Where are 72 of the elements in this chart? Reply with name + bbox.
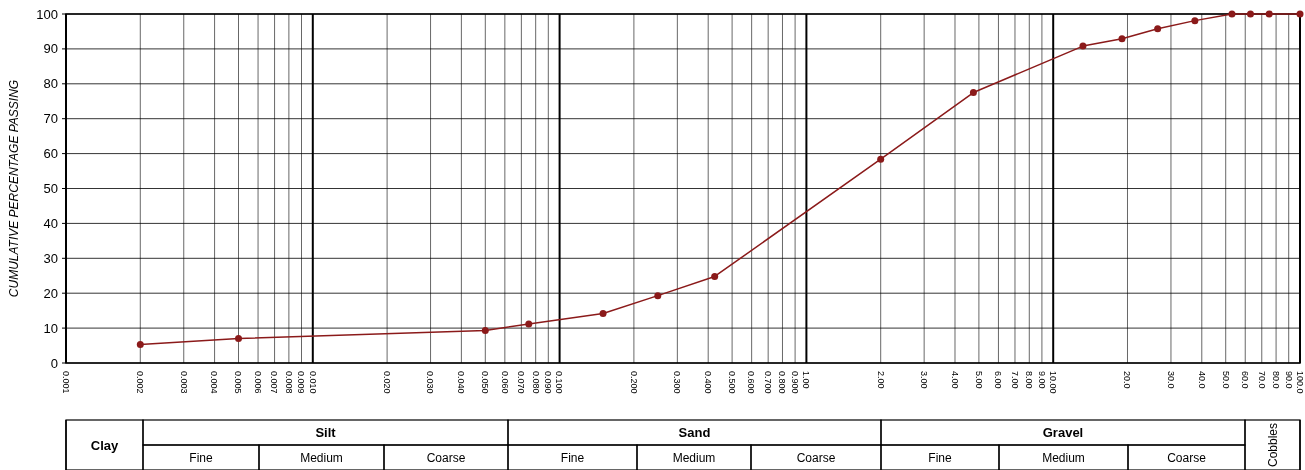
x-tick-label: 0.070 (516, 371, 527, 394)
text: Clay (90, 437, 119, 453)
y-tick-label: 30 (43, 250, 58, 266)
x-tick-label: 0.004 (209, 371, 220, 394)
x-tick-label: 8.00 (1024, 371, 1035, 389)
x-tick-label: 40.0 (1196, 371, 1207, 389)
x-tick-label: 0.003 (178, 371, 189, 394)
x-tick-label: 0.010 (307, 371, 318, 394)
x-tick-label: 0.700 (763, 371, 774, 394)
x-tick-label: 0.007 (269, 371, 280, 394)
x-tick-label: 0.500 (726, 371, 737, 394)
x-tick-label: 80.0 (1270, 371, 1281, 389)
x-tick-label: 0.050 (480, 371, 491, 394)
x-tick-label: 0.900 (789, 371, 800, 394)
y-tick-label: 10 (43, 320, 58, 336)
x-tick-label: 20.0 (1122, 371, 1133, 389)
text: Medium (300, 450, 343, 465)
y-tick-label: 60 (43, 146, 58, 162)
x-tick-label: 0.040 (456, 371, 467, 394)
x-tick-label: 2.00 (875, 371, 886, 389)
x-tick-label: 0.020 (381, 371, 392, 394)
y-tick-label: 70 (43, 111, 58, 127)
x-tick-label: 60.0 (1240, 371, 1251, 389)
text: Coarse (1167, 450, 1207, 465)
x-tick-label: 0.005 (233, 371, 244, 394)
x-tick-label: 5.00 (973, 371, 984, 389)
x-tick-label: 0.008 (283, 371, 294, 394)
x-tick-label: 0.090 (543, 371, 554, 394)
text: Sand (678, 425, 711, 441)
x-tick-label: 7.00 (1009, 371, 1020, 389)
x-tick-label: 0.100 (554, 371, 565, 394)
x-tick-label: 0.800 (777, 371, 788, 394)
x-tick-label: 0.200 (628, 371, 639, 394)
y-tick-label: 80 (43, 76, 58, 92)
x-tick-label: 0.060 (499, 371, 510, 394)
y-tick-label: 20 (43, 285, 58, 301)
text: Fine (189, 450, 213, 465)
x-tick-label: 4.00 (949, 371, 960, 389)
x-tick-label: 0.030 (425, 371, 436, 394)
y-tick-label: 0 (50, 355, 58, 371)
x-tick-label: 0.400 (703, 371, 714, 394)
text: Medium (1042, 450, 1085, 465)
x-tick-label: 3.00 (919, 371, 929, 389)
x-tick-label: 0.300 (672, 371, 683, 394)
x-tick-label: 30.0 (1165, 371, 1176, 389)
x-tick-label: 0.001 (60, 371, 71, 394)
y-tick-label: 50 (43, 181, 58, 197)
x-tick-label: 0.600 (746, 371, 757, 394)
text: Medium (672, 450, 716, 465)
x-tick-label: 0.002 (135, 371, 146, 394)
y-tick-label: 100 (36, 6, 58, 22)
x-tick-label: 0.009 (296, 371, 307, 394)
x-tick-label: 0.006 (252, 371, 263, 394)
text: Gravel (1042, 425, 1084, 441)
text: Coarse (426, 450, 466, 465)
text: Fine (928, 450, 952, 465)
x-tick-label: 1.00 (801, 371, 812, 389)
y-axis-title: CUMULATIVE PERCENTAGE PASSING (7, 79, 21, 298)
x-tick-label: 100.0 (1294, 371, 1305, 394)
text: Silt (315, 425, 337, 441)
y-tick-label: 90 (43, 41, 58, 57)
x-tick-label: 90.0 (1283, 371, 1294, 389)
x-tick-label: 6.00 (993, 371, 1004, 389)
text: Cobbles (1265, 422, 1280, 468)
text: Fine (560, 450, 585, 465)
x-tick-label: 0.080 (530, 371, 541, 394)
text: Coarse (796, 450, 836, 465)
x-tick-label: 70.0 (1256, 371, 1267, 389)
x-tick-label: 9.00 (1036, 371, 1047, 389)
x-tick-label: 10.00 (1048, 371, 1059, 394)
x-tick-label: 50.0 (1220, 371, 1231, 389)
y-tick-label: 40 (43, 215, 58, 231)
